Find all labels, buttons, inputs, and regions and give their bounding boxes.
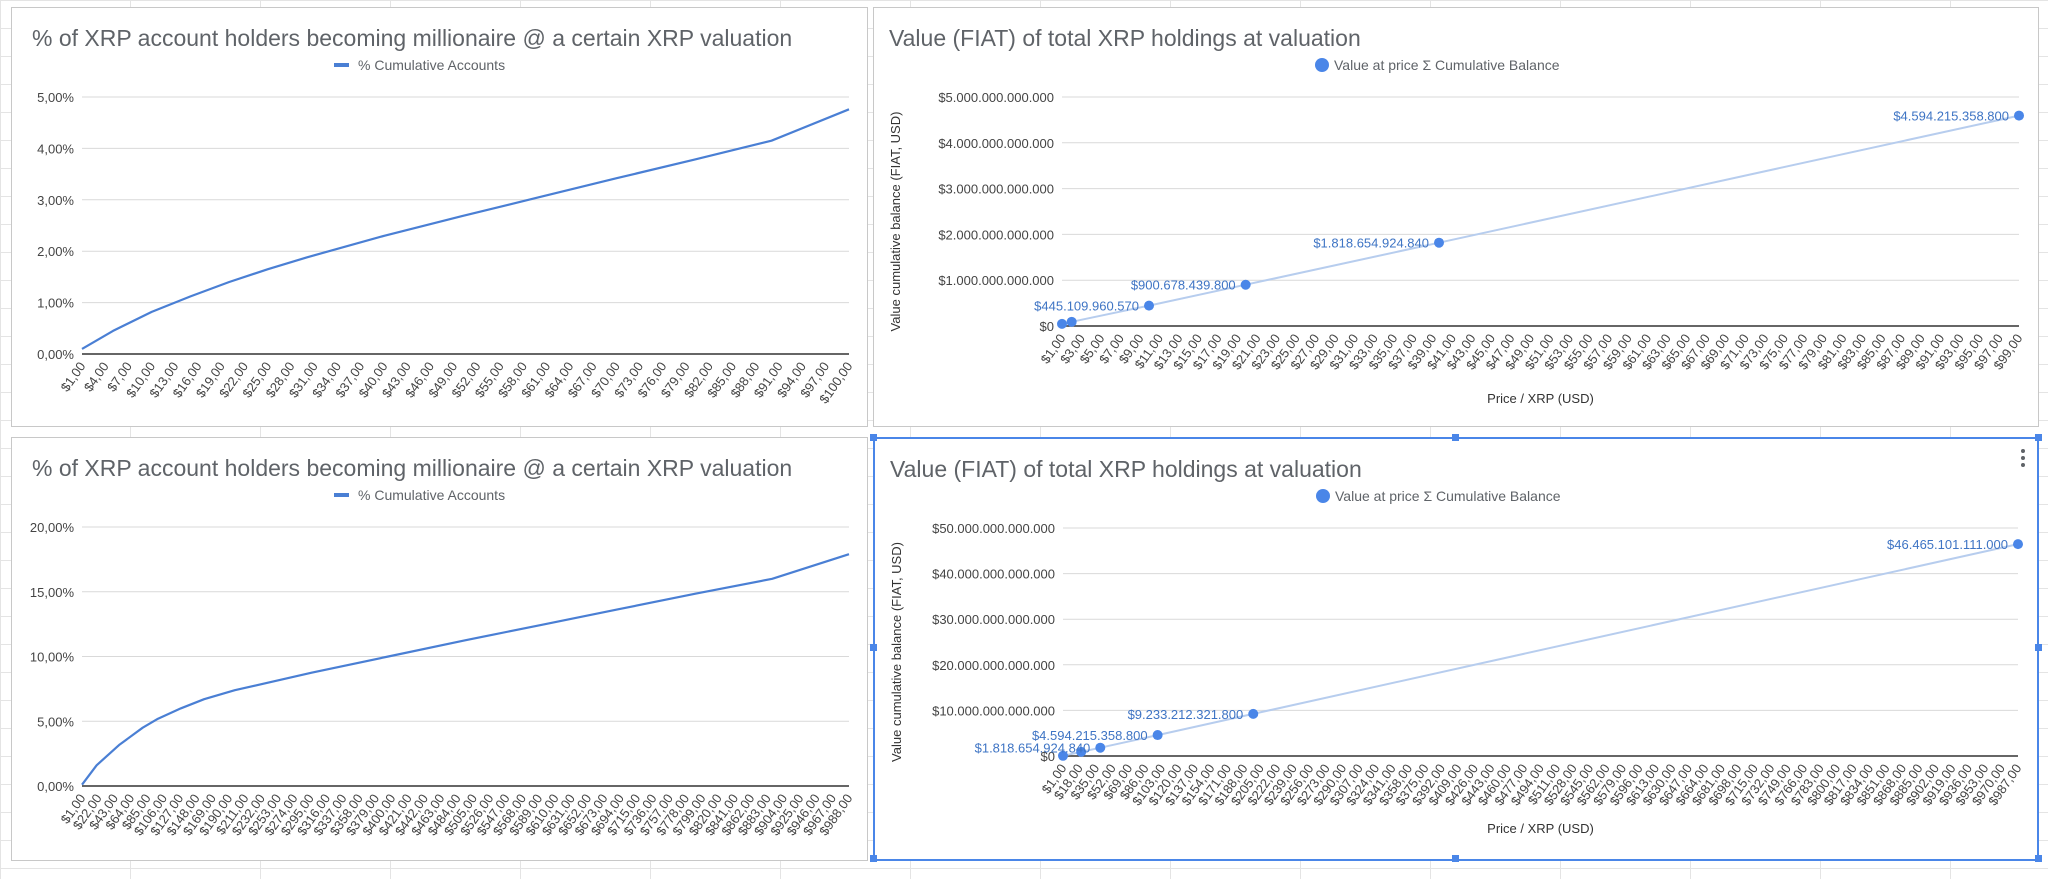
y-tick-label: 5,00% bbox=[37, 90, 74, 105]
chart-panel-accounts-1000[interactable]: % of XRP account holders becoming millio… bbox=[11, 437, 868, 861]
resize-handle-left[interactable] bbox=[870, 644, 877, 651]
chart-panel-accounts-100[interactable]: % of XRP account holders becoming millio… bbox=[11, 7, 868, 427]
chart-title: % of XRP account holders becoming millio… bbox=[32, 455, 792, 481]
kebab-menu-icon-dot[interactable] bbox=[2021, 449, 2025, 453]
y-axis-title: Value cumulative balance (FIAT, USD) bbox=[889, 542, 904, 762]
y-tick-label: $3.000.000.000.000 bbox=[938, 182, 1054, 197]
data-label: $4.594.215.358.800 bbox=[1893, 109, 2009, 124]
y-tick-label: 15,00% bbox=[30, 585, 75, 600]
data-point bbox=[1066, 316, 1077, 327]
y-tick-label: 20,00% bbox=[30, 520, 75, 535]
data-point bbox=[1248, 708, 1259, 719]
chart-title: Value (FIAT) of total XRP holdings at va… bbox=[890, 456, 1362, 482]
chart-svg-value-1000: Value (FIAT) of total XRP holdings at va… bbox=[889, 456, 2024, 836]
resize-handle-bottom-right[interactable] bbox=[2035, 855, 2042, 862]
x-axis-title: Price / XRP (USD) bbox=[1487, 821, 1594, 836]
y-tick-label: 1,00% bbox=[37, 296, 74, 311]
data-point bbox=[1058, 750, 1068, 761]
series-line bbox=[81, 108, 850, 350]
kebab-menu-icon-dot[interactable] bbox=[2021, 463, 2025, 467]
chart-svg-value-100: Value (FIAT) of total XRP holdings at va… bbox=[888, 25, 2025, 406]
data-label: $4.594.215.358.800 bbox=[1032, 728, 1148, 743]
data-label: $900.678.439.800 bbox=[1131, 278, 1236, 293]
data-point bbox=[2013, 539, 2023, 550]
kebab-menu-icon-dot[interactable] bbox=[2021, 456, 2025, 460]
legend-marker bbox=[1316, 489, 1330, 503]
data-point bbox=[2014, 110, 2024, 121]
y-tick-label: $2.000.000.000.000 bbox=[938, 227, 1054, 242]
series-line bbox=[81, 553, 850, 786]
series-line bbox=[1062, 543, 2019, 757]
legend-entry: Value at price Σ Cumulative Balance bbox=[1334, 57, 1560, 73]
x-axis-title: Price / XRP (USD) bbox=[1487, 391, 1594, 406]
legend-marker bbox=[1315, 58, 1329, 72]
data-point bbox=[1240, 279, 1251, 290]
chart-svg-accounts-1000: % of XRP account holders becoming millio… bbox=[30, 455, 856, 838]
y-tick-label: $20.000.000.000.000 bbox=[932, 658, 1055, 673]
data-point bbox=[1434, 237, 1444, 248]
data-point bbox=[1144, 300, 1154, 311]
resize-handle-top-left[interactable] bbox=[870, 434, 877, 441]
data-label: $445.109.960.570 bbox=[1034, 299, 1139, 314]
data-point bbox=[1057, 318, 1067, 329]
y-tick-label: 0,00% bbox=[37, 779, 74, 794]
data-point bbox=[1095, 742, 1106, 753]
legend-marker bbox=[334, 63, 349, 67]
data-point bbox=[1076, 746, 1087, 757]
y-tick-label: 5,00% bbox=[37, 714, 74, 729]
legend-entry: % Cumulative Accounts bbox=[358, 487, 505, 503]
y-tick-label: $1.000.000.000.000 bbox=[938, 273, 1054, 288]
data-label: $1.818.654.924.840 bbox=[975, 741, 1091, 756]
y-tick-label: 0,00% bbox=[37, 347, 74, 362]
y-tick-label: 4,00% bbox=[37, 141, 74, 156]
y-tick-label: $30.000.000.000.000 bbox=[932, 612, 1055, 627]
resize-handle-right[interactable] bbox=[2035, 644, 2042, 651]
y-tick-label: $5.000.000.000.000 bbox=[938, 90, 1054, 105]
resize-handle-bottom[interactable] bbox=[1452, 855, 1459, 862]
chart-title: Value (FIAT) of total XRP holdings at va… bbox=[889, 25, 1361, 51]
data-label: $9.233.212.321.800 bbox=[1128, 707, 1244, 722]
y-tick-label: 2,00% bbox=[37, 244, 74, 259]
y-tick-label: $4.000.000.000.000 bbox=[938, 136, 1054, 151]
data-label: $46.465.101.111.000 bbox=[1887, 537, 2008, 552]
legend-marker bbox=[334, 493, 349, 497]
y-tick-label: $40.000.000.000.000 bbox=[932, 567, 1055, 582]
y-tick-label: $0 bbox=[1041, 749, 1055, 764]
y-axis-title: Value cumulative balance (FIAT, USD) bbox=[888, 112, 903, 332]
data-point bbox=[1152, 730, 1163, 741]
y-tick-label: $0 bbox=[1040, 319, 1054, 334]
chart-panel-value-1000[interactable]: Value (FIAT) of total XRP holdings at va… bbox=[873, 437, 2039, 861]
y-tick-label: 3,00% bbox=[37, 193, 74, 208]
resize-handle-bottom-left[interactable] bbox=[870, 855, 877, 862]
y-tick-label: 10,00% bbox=[30, 650, 75, 665]
resize-handle-top[interactable] bbox=[1452, 434, 1459, 441]
resize-handle-top-right[interactable] bbox=[2035, 434, 2042, 441]
y-tick-label: $10.000.000.000.000 bbox=[932, 703, 1055, 718]
chart-title: % of XRP account holders becoming millio… bbox=[32, 25, 792, 51]
legend-entry: Value at price Σ Cumulative Balance bbox=[1335, 488, 1561, 504]
legend-entry: % Cumulative Accounts bbox=[358, 57, 505, 73]
data-label: $1.818.654.924.840 bbox=[1313, 236, 1429, 251]
chart-panel-value-100[interactable]: Value (FIAT) of total XRP holdings at va… bbox=[873, 7, 2039, 427]
chart-svg-accounts-100: % of XRP account holders becoming millio… bbox=[32, 25, 855, 406]
y-tick-label: $50.000.000.000.000 bbox=[932, 521, 1055, 536]
